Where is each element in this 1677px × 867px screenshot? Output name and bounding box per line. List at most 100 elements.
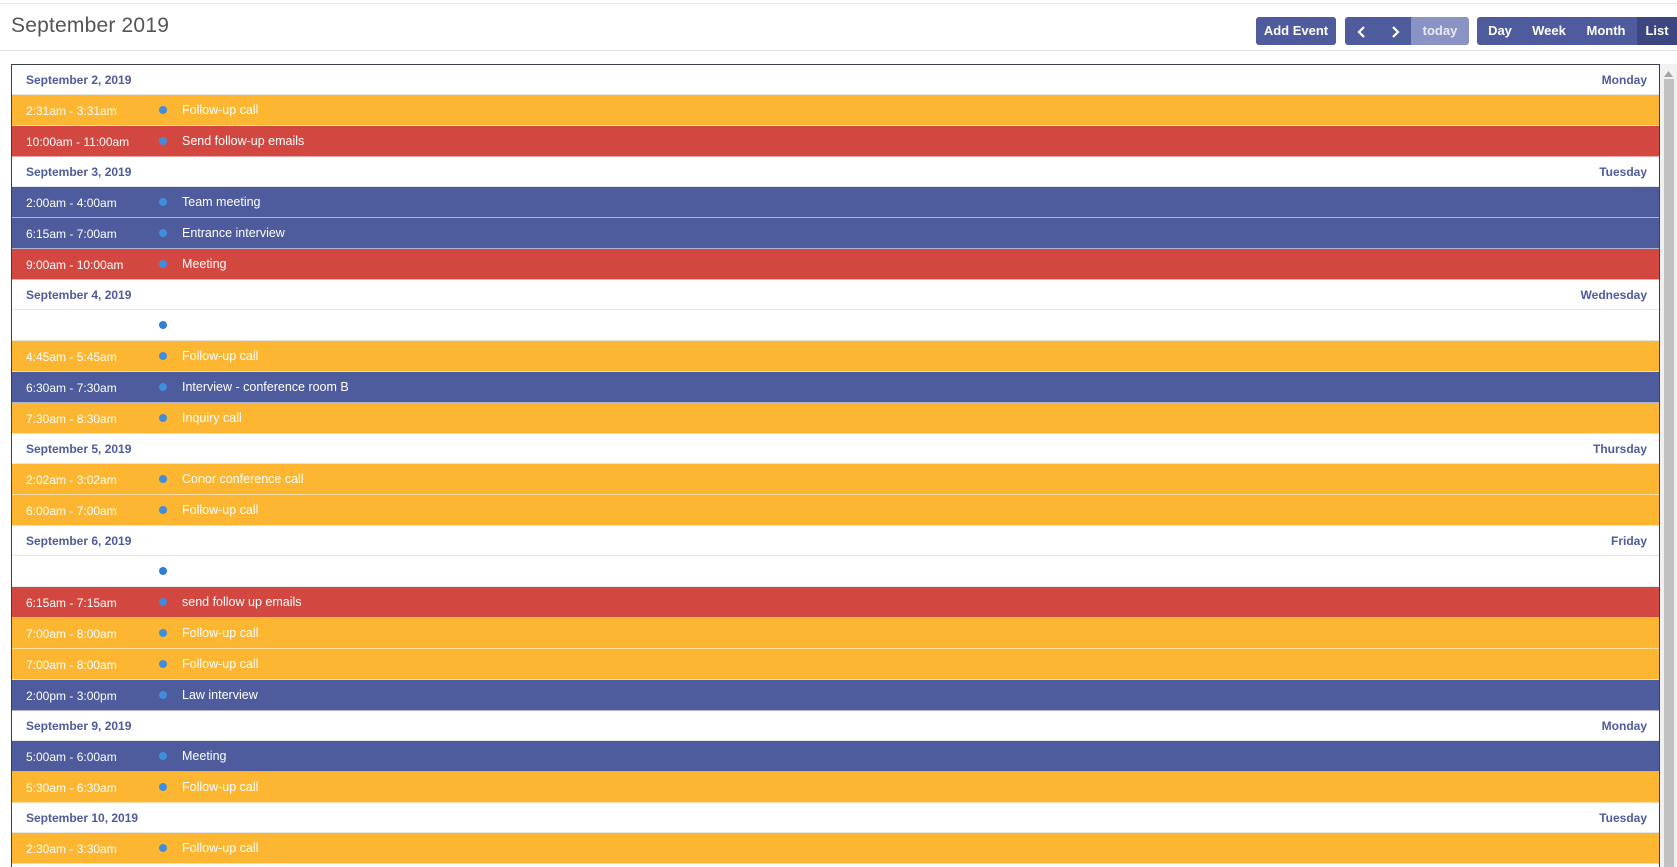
event-time: 5:30am - 6:30am (26, 781, 117, 795)
event-time: 2:00pm - 3:00pm (26, 689, 117, 703)
next-button[interactable] (1378, 17, 1411, 45)
event-dot-icon (159, 567, 167, 575)
event-row[interactable]: 10:00am - 11:00am Send follow-up emails (12, 126, 1659, 157)
event-title[interactable]: Interview - conference room B (182, 380, 349, 394)
event-time: 7:00am - 8:00am (26, 658, 117, 672)
event-title[interactable]: Follow-up call (182, 103, 259, 117)
event-dot-icon (159, 783, 167, 791)
event-row[interactable]: 2:00pm - 3:00pm Law interview (12, 680, 1659, 711)
chevron-left-icon (1356, 25, 1365, 38)
event-time: 6:30am - 7:30am (26, 381, 117, 395)
event-dot-icon (159, 691, 167, 699)
event-title[interactable]: Follow-up call (182, 657, 259, 671)
day-date[interactable]: September 10, 2019 (26, 811, 139, 825)
day-weekday[interactable]: Friday (1610, 534, 1647, 548)
event-row[interactable]: 2:31am - 3:31am Follow-up call (12, 95, 1659, 126)
event-row[interactable]: 7:00am - 8:00am Follow-up call (12, 649, 1659, 680)
day-weekday[interactable]: Monday (1601, 73, 1647, 87)
event-row[interactable]: 7:30am - 8:30am Inquiry call (12, 403, 1659, 434)
event-dot-icon (159, 383, 167, 391)
event-row[interactable]: 5:00am - 6:00am Meeting (12, 741, 1659, 772)
event-title[interactable]: Inquiry call (182, 411, 242, 425)
event-title[interactable]: Team meeting (182, 195, 261, 209)
event-row[interactable]: 7:00am - 8:00am Follow-up call (12, 618, 1659, 649)
day-weekday[interactable]: Tuesday (1599, 811, 1647, 825)
event-row[interactable]: 6:30am - 7:30am Interview - conference ro… (12, 372, 1659, 403)
event-row[interactable] (12, 556, 1659, 587)
view-list-button[interactable]: List (1637, 17, 1677, 45)
day-header: September 6, 2019 Friday (12, 526, 1659, 556)
today-button[interactable]: today (1411, 17, 1469, 45)
event-dot-icon (159, 229, 167, 237)
event-row[interactable]: 6:00am - 7:00am Follow-up call (12, 495, 1659, 526)
event-time: 7:30am - 8:30am (26, 412, 117, 426)
event-dot-icon (159, 106, 167, 114)
event-row[interactable]: 2:30am - 3:30am Follow-up call (12, 833, 1659, 864)
calendar-toolbar: September 2019 Add Event today Day Week … (0, 4, 1677, 49)
day-date[interactable]: September 9, 2019 (26, 719, 132, 733)
event-time: 2:00am - 4:00am (26, 196, 117, 210)
day-date[interactable]: September 2, 2019 (26, 73, 132, 87)
event-time: 4:45am - 5:45am (26, 350, 117, 364)
day-weekday[interactable]: Wednesday (1580, 288, 1647, 302)
event-dot-icon (159, 198, 167, 206)
event-title[interactable]: Entrance interview (182, 226, 285, 240)
event-title[interactable]: send follow up emails (182, 595, 302, 609)
event-dot-icon (159, 844, 167, 852)
day-header: September 4, 2019 Wednesday (12, 280, 1659, 310)
day-header: September 2, 2019 Monday (12, 65, 1659, 95)
event-time: 6:15am - 7:15am (26, 596, 117, 610)
event-dot-icon (159, 598, 167, 606)
event-dot-icon (159, 475, 167, 483)
day-weekday[interactable]: Monday (1601, 719, 1647, 733)
event-title[interactable]: Conor conference call (182, 472, 304, 486)
scroll-thumb[interactable] (1664, 79, 1674, 867)
event-dot-icon (159, 260, 167, 268)
scrollbar[interactable] (1660, 64, 1677, 867)
event-row[interactable]: 5:30am - 6:30am Follow-up call (12, 772, 1659, 803)
event-time: 6:00am - 7:00am (26, 504, 117, 518)
event-time: 6:15am - 7:00am (26, 227, 117, 241)
event-dot-icon (159, 352, 167, 360)
day-date[interactable]: September 5, 2019 (26, 442, 132, 456)
event-dot-icon (159, 506, 167, 514)
event-dot-icon (159, 137, 167, 145)
event-row[interactable] (12, 310, 1659, 341)
view-day-button[interactable]: Day (1477, 17, 1523, 45)
event-list: September 2, 2019 Monday 2:31am - 3:31am Fo… (12, 65, 1659, 864)
event-time: 5:00am - 6:00am (26, 750, 117, 764)
day-weekday[interactable]: Tuesday (1599, 165, 1647, 179)
event-dot-icon (159, 629, 167, 637)
day-date[interactable]: September 6, 2019 (26, 534, 132, 548)
day-date[interactable]: September 4, 2019 (26, 288, 132, 302)
event-dot-icon (159, 752, 167, 760)
prev-button[interactable] (1345, 17, 1378, 45)
toolbar-divider (0, 50, 1677, 51)
event-title[interactable]: Follow-up call (182, 349, 259, 363)
event-time: 7:00am - 8:00am (26, 627, 117, 641)
day-header: September 10, 2019 Tuesday (12, 803, 1659, 833)
day-date[interactable]: September 3, 2019 (26, 165, 132, 179)
event-time: 2:31am - 3:31am (26, 104, 117, 118)
event-list-view[interactable]: September 2, 2019 Monday 2:31am - 3:31am Fo… (11, 64, 1660, 867)
event-title[interactable]: Meeting (182, 749, 227, 763)
event-row[interactable]: 2:00am - 4:00am Team meeting (12, 187, 1659, 218)
event-title[interactable]: Send follow-up emails (182, 134, 305, 148)
view-week-button[interactable]: Week (1523, 17, 1575, 45)
event-title[interactable]: Meeting (182, 257, 227, 271)
event-title[interactable]: Follow-up call (182, 780, 259, 794)
event-row[interactable]: 6:15am - 7:00am Entrance interview (12, 218, 1659, 249)
event-dot-icon (159, 414, 167, 422)
event-row[interactable]: 6:15am - 7:15am send follow up emails (12, 587, 1659, 618)
add-event-button[interactable]: Add Event (1256, 17, 1336, 45)
event-row[interactable]: 4:45am - 5:45am Follow-up call (12, 341, 1659, 372)
event-title[interactable]: Follow-up call (182, 841, 259, 855)
event-title[interactable]: Follow-up call (182, 503, 259, 517)
event-title[interactable]: Follow-up call (182, 626, 259, 640)
event-title[interactable]: Law interview (182, 688, 258, 702)
scroll-up-arrow-icon[interactable] (1660, 64, 1677, 78)
event-row[interactable]: 9:00am - 10:00am Meeting (12, 249, 1659, 280)
view-month-button[interactable]: Month (1575, 17, 1637, 45)
event-row[interactable]: 2:02am - 3:02am Conor conference call (12, 464, 1659, 495)
day-weekday[interactable]: Thursday (1592, 442, 1647, 456)
